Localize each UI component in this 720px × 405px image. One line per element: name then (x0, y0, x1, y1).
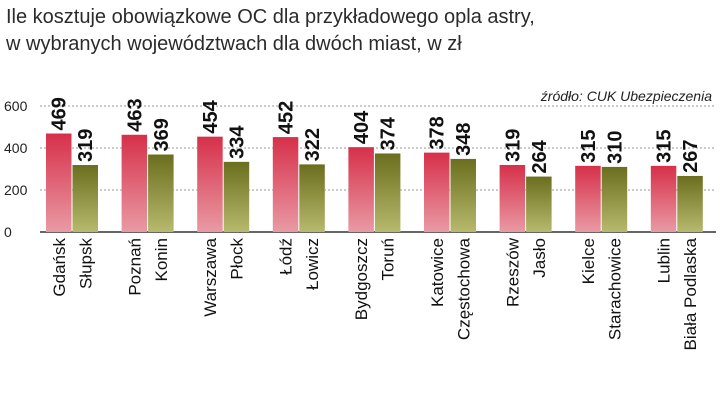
bar (272, 137, 299, 232)
category-label: Poznań (125, 238, 144, 296)
bar (72, 165, 98, 232)
category-label: Łowicz (303, 238, 322, 290)
value-label: 319 (75, 129, 97, 162)
value-label: 378 (427, 116, 449, 149)
bar (374, 153, 401, 232)
value-label: 369 (151, 118, 173, 151)
bar (526, 176, 552, 232)
value-label: 267 (680, 140, 702, 173)
category-label: Lublin (655, 238, 674, 283)
value-label: 469 (49, 97, 71, 130)
y-tick-label: 200 (4, 182, 28, 198)
category-label: Kielce (579, 238, 598, 284)
chart-title-line2: w wybranych województwach dla dwóch mias… (6, 33, 462, 55)
value-label: 315 (578, 129, 600, 162)
y-tick-label: 400 (4, 140, 28, 156)
category-label: Bydgoszcz (352, 238, 371, 320)
bar (46, 133, 72, 232)
value-label: 348 (453, 123, 475, 156)
bar (499, 165, 526, 232)
y-tick-label: 0 (4, 224, 12, 240)
bar (223, 161, 250, 232)
y-tick-label: 600 (4, 98, 28, 114)
value-label: 404 (351, 110, 373, 144)
source-label: źródło: CUK Ubezpieczenia (540, 88, 712, 104)
value-label: 310 (604, 131, 626, 164)
bar (299, 164, 325, 232)
value-label: 454 (200, 99, 222, 133)
category-label: Słupsk (76, 238, 95, 290)
bar (650, 165, 677, 232)
value-label: 322 (302, 128, 324, 161)
bar (677, 175, 703, 232)
value-label: 264 (529, 139, 551, 173)
bar (197, 136, 223, 232)
category-label: Katowice (428, 238, 447, 307)
category-label: Warszawa (201, 237, 220, 316)
bar (450, 158, 476, 232)
value-label: 319 (502, 129, 524, 162)
category-label: Łódź (277, 238, 296, 275)
category-label: Płock (227, 238, 246, 280)
bars (46, 133, 703, 232)
bar (575, 165, 601, 232)
category-label: Konin (152, 238, 171, 281)
chart-title-line1: Ile kosztuje obowiązkowe OC dla przykład… (6, 6, 535, 28)
bar (121, 134, 148, 232)
chart-title: Ile kosztuje obowiązkowe OC dla przykład… (6, 4, 535, 58)
category-label: Gdańsk (50, 238, 69, 297)
value-label: 315 (654, 129, 676, 162)
value-label: 374 (378, 116, 400, 150)
category-label: Toruń (379, 238, 398, 281)
bar (348, 147, 374, 232)
category-label: Rzeszów (503, 237, 522, 307)
category-label: Częstochowa (454, 237, 473, 340)
value-label: 463 (124, 98, 146, 131)
value-label: 452 (276, 101, 298, 134)
bar (424, 152, 450, 232)
category-labels: Gdańsk Słupsk Poznań Konin Warszawa Płock Łódź… (50, 237, 700, 350)
category-label: Jasło (530, 238, 549, 278)
value-label: 334 (226, 125, 248, 159)
category-label: Starachowice (605, 238, 624, 340)
bar (148, 154, 174, 232)
category-label: Biała Podlaska (681, 237, 700, 350)
bar (601, 166, 628, 232)
